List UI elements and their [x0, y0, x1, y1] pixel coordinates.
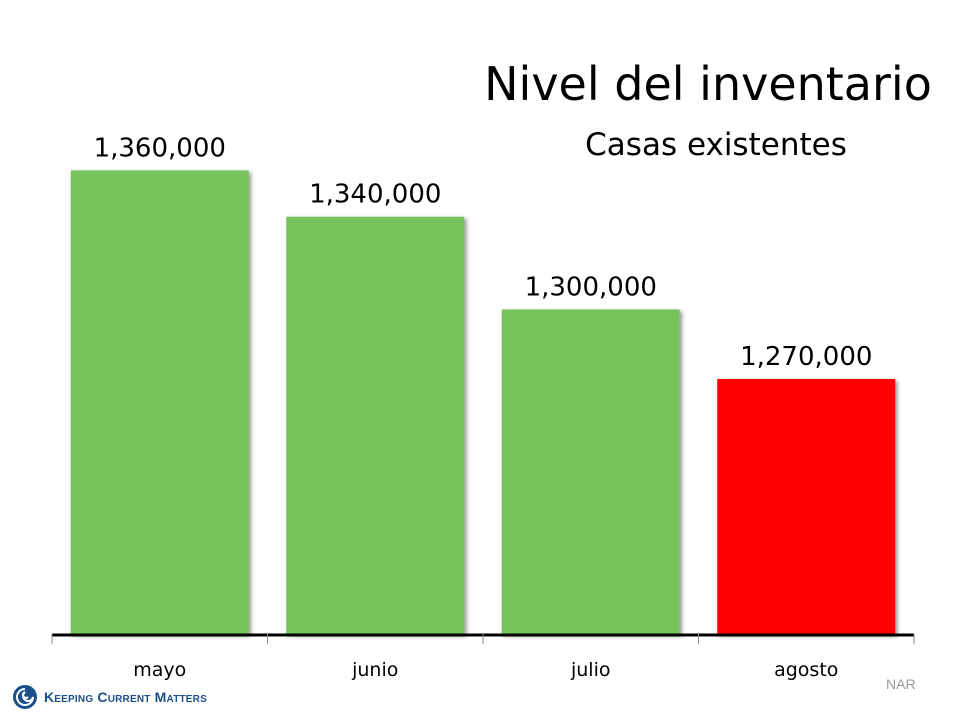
data-label-agosto: 1,270,000	[740, 342, 872, 372]
bar-junio	[286, 216, 465, 634]
tick-label-mayo: mayo	[133, 659, 186, 681]
bar-agosto	[717, 379, 896, 634]
x-axis: mayo junio julio agosto	[51, 633, 915, 681]
chart-subtitle: Casas existentes	[585, 127, 847, 163]
source-label: NAR	[886, 676, 916, 692]
bar-mayo	[70, 170, 249, 634]
data-label-mayo: 1,360,000	[94, 133, 226, 163]
kcm-swirl-icon	[13, 685, 37, 709]
bars-group	[70, 170, 896, 634]
tick-label-agosto: agosto	[774, 659, 838, 681]
data-label-julio: 1,300,000	[525, 272, 657, 302]
data-labels-group: 1,360,000 1,340,000 1,300,000 1,270,000	[94, 133, 873, 372]
bar-julio	[501, 309, 680, 634]
brand-logo: Keeping Current Matters	[12, 684, 207, 710]
data-label-junio: 1,340,000	[309, 180, 441, 210]
chart-title: Nivel del inventario	[484, 57, 932, 111]
tick-label-junio: junio	[351, 659, 398, 681]
brand-name: Keeping Current Matters	[44, 689, 207, 705]
tick-label-julio: julio	[570, 659, 611, 681]
